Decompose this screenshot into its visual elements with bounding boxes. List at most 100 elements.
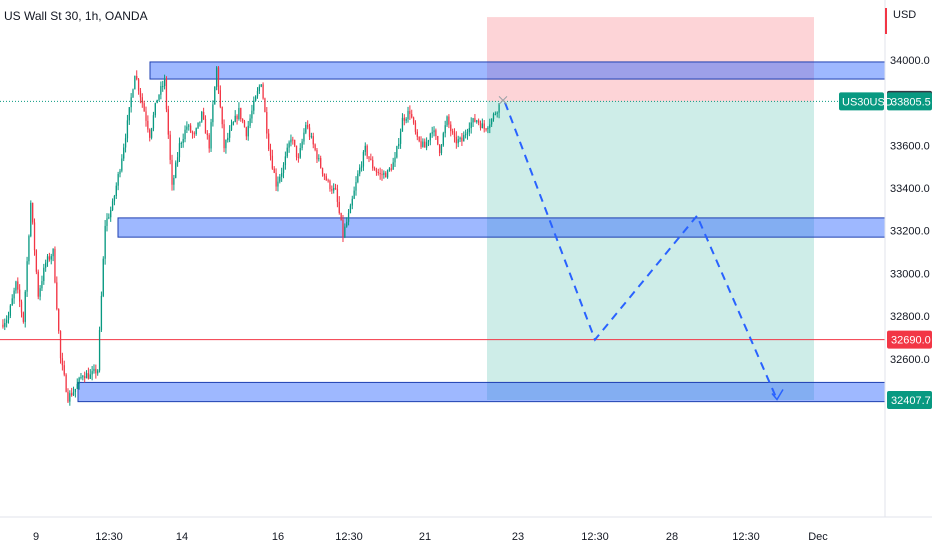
- candle-body: [409, 110, 411, 115]
- candle-body: [314, 144, 316, 151]
- candle-body: [32, 202, 34, 223]
- candle-body: [392, 162, 394, 170]
- candle-body: [17, 281, 19, 290]
- x-tick-label: 14: [176, 531, 188, 543]
- candle-body: [124, 138, 127, 148]
- candle-body: [9, 305, 12, 316]
- candle-body: [425, 142, 428, 148]
- candle-body: [305, 124, 307, 133]
- candle-body: [13, 290, 15, 299]
- candle-body: [396, 146, 398, 158]
- x-tick-label: 16: [272, 531, 284, 543]
- candle-body: [141, 97, 143, 104]
- candle-body: [433, 130, 435, 133]
- candle-body: [245, 127, 248, 137]
- zone-demand: [77, 381, 886, 403]
- candle-body: [327, 180, 329, 182]
- candle-body: [299, 148, 301, 158]
- price-tag-label: 32407.7: [891, 395, 931, 407]
- candle-body: [208, 135, 210, 149]
- candle-body: [173, 177, 175, 185]
- candle-body: [123, 147, 125, 159]
- candle-body: [238, 107, 240, 119]
- candle-body: [474, 118, 476, 122]
- candle-body: [48, 256, 51, 260]
- candle-body: [121, 158, 123, 171]
- candle-body: [206, 133, 208, 136]
- candle-body: [126, 120, 129, 139]
- candle-body: [489, 124, 491, 128]
- candle-body: [182, 139, 184, 143]
- candle-body: [253, 100, 255, 111]
- candle-body: [212, 104, 214, 123]
- candle-body: [264, 98, 266, 113]
- x-tick-label: 12:30: [732, 531, 760, 543]
- candle-body: [97, 370, 99, 374]
- price-tag: [887, 92, 932, 111]
- candle-body: [147, 120, 149, 130]
- candle-body: [347, 213, 350, 222]
- candle-body: [483, 123, 485, 129]
- candle-body: [461, 137, 463, 142]
- candle-body: [30, 202, 32, 237]
- candle-body: [93, 368, 95, 372]
- candle-body: [294, 139, 296, 146]
- candle-body: [113, 195, 116, 202]
- candle-body: [41, 281, 43, 289]
- candle-body: [331, 189, 333, 191]
- candle-body: [5, 319, 8, 323]
- candle-body: [137, 79, 140, 91]
- currency-label: USD: [893, 9, 916, 21]
- candle-body: [373, 168, 376, 171]
- candle-body: [338, 201, 340, 213]
- candle-body: [379, 173, 381, 175]
- candle-body: [158, 94, 160, 100]
- candle-body: [46, 256, 49, 263]
- candle-body: [450, 124, 452, 132]
- y-tick-label: 32800.0: [890, 311, 930, 323]
- candle-body: [236, 115, 238, 119]
- candle-body: [227, 137, 229, 140]
- candle-body: [364, 145, 366, 152]
- candle-body: [117, 174, 119, 186]
- candle-body: [234, 115, 236, 123]
- price-axis: [885, 0, 932, 517]
- plot-area: [0, 0, 885, 517]
- candle-body: [320, 158, 322, 168]
- candle-body: [372, 159, 374, 169]
- candle-body: [405, 118, 407, 121]
- candle-body: [163, 78, 166, 86]
- candle-body: [169, 134, 171, 160]
- candle-body: [286, 147, 288, 157]
- candle-body: [22, 312, 25, 322]
- candle-body: [175, 162, 177, 178]
- candle-body: [160, 86, 162, 95]
- candle-body: [271, 155, 274, 169]
- y-tick-label: 33400.0: [890, 183, 930, 195]
- candle-body: [336, 189, 339, 202]
- candle-body: [437, 135, 439, 145]
- candle-body: [457, 139, 459, 144]
- candle-body: [128, 107, 130, 121]
- candle-body: [453, 132, 456, 137]
- candle-body: [357, 173, 359, 182]
- candle-body: [139, 90, 142, 98]
- candle-body: [470, 122, 472, 129]
- candle-body: [7, 315, 10, 320]
- candle-body: [115, 185, 117, 196]
- candle-body: [277, 181, 279, 187]
- candle-body: [472, 118, 474, 123]
- candle-body: [191, 131, 194, 134]
- candle-body: [223, 124, 225, 149]
- y-tick-label: 33600.0: [890, 140, 930, 152]
- candle-body: [201, 111, 203, 122]
- candle-body: [132, 89, 134, 98]
- candle-body: [399, 131, 402, 144]
- candle-body: [82, 376, 84, 378]
- candle-body: [321, 167, 324, 174]
- candle-body: [487, 127, 489, 130]
- candle-body: [260, 84, 262, 87]
- candle-body: [442, 133, 444, 146]
- candle-body: [228, 129, 231, 138]
